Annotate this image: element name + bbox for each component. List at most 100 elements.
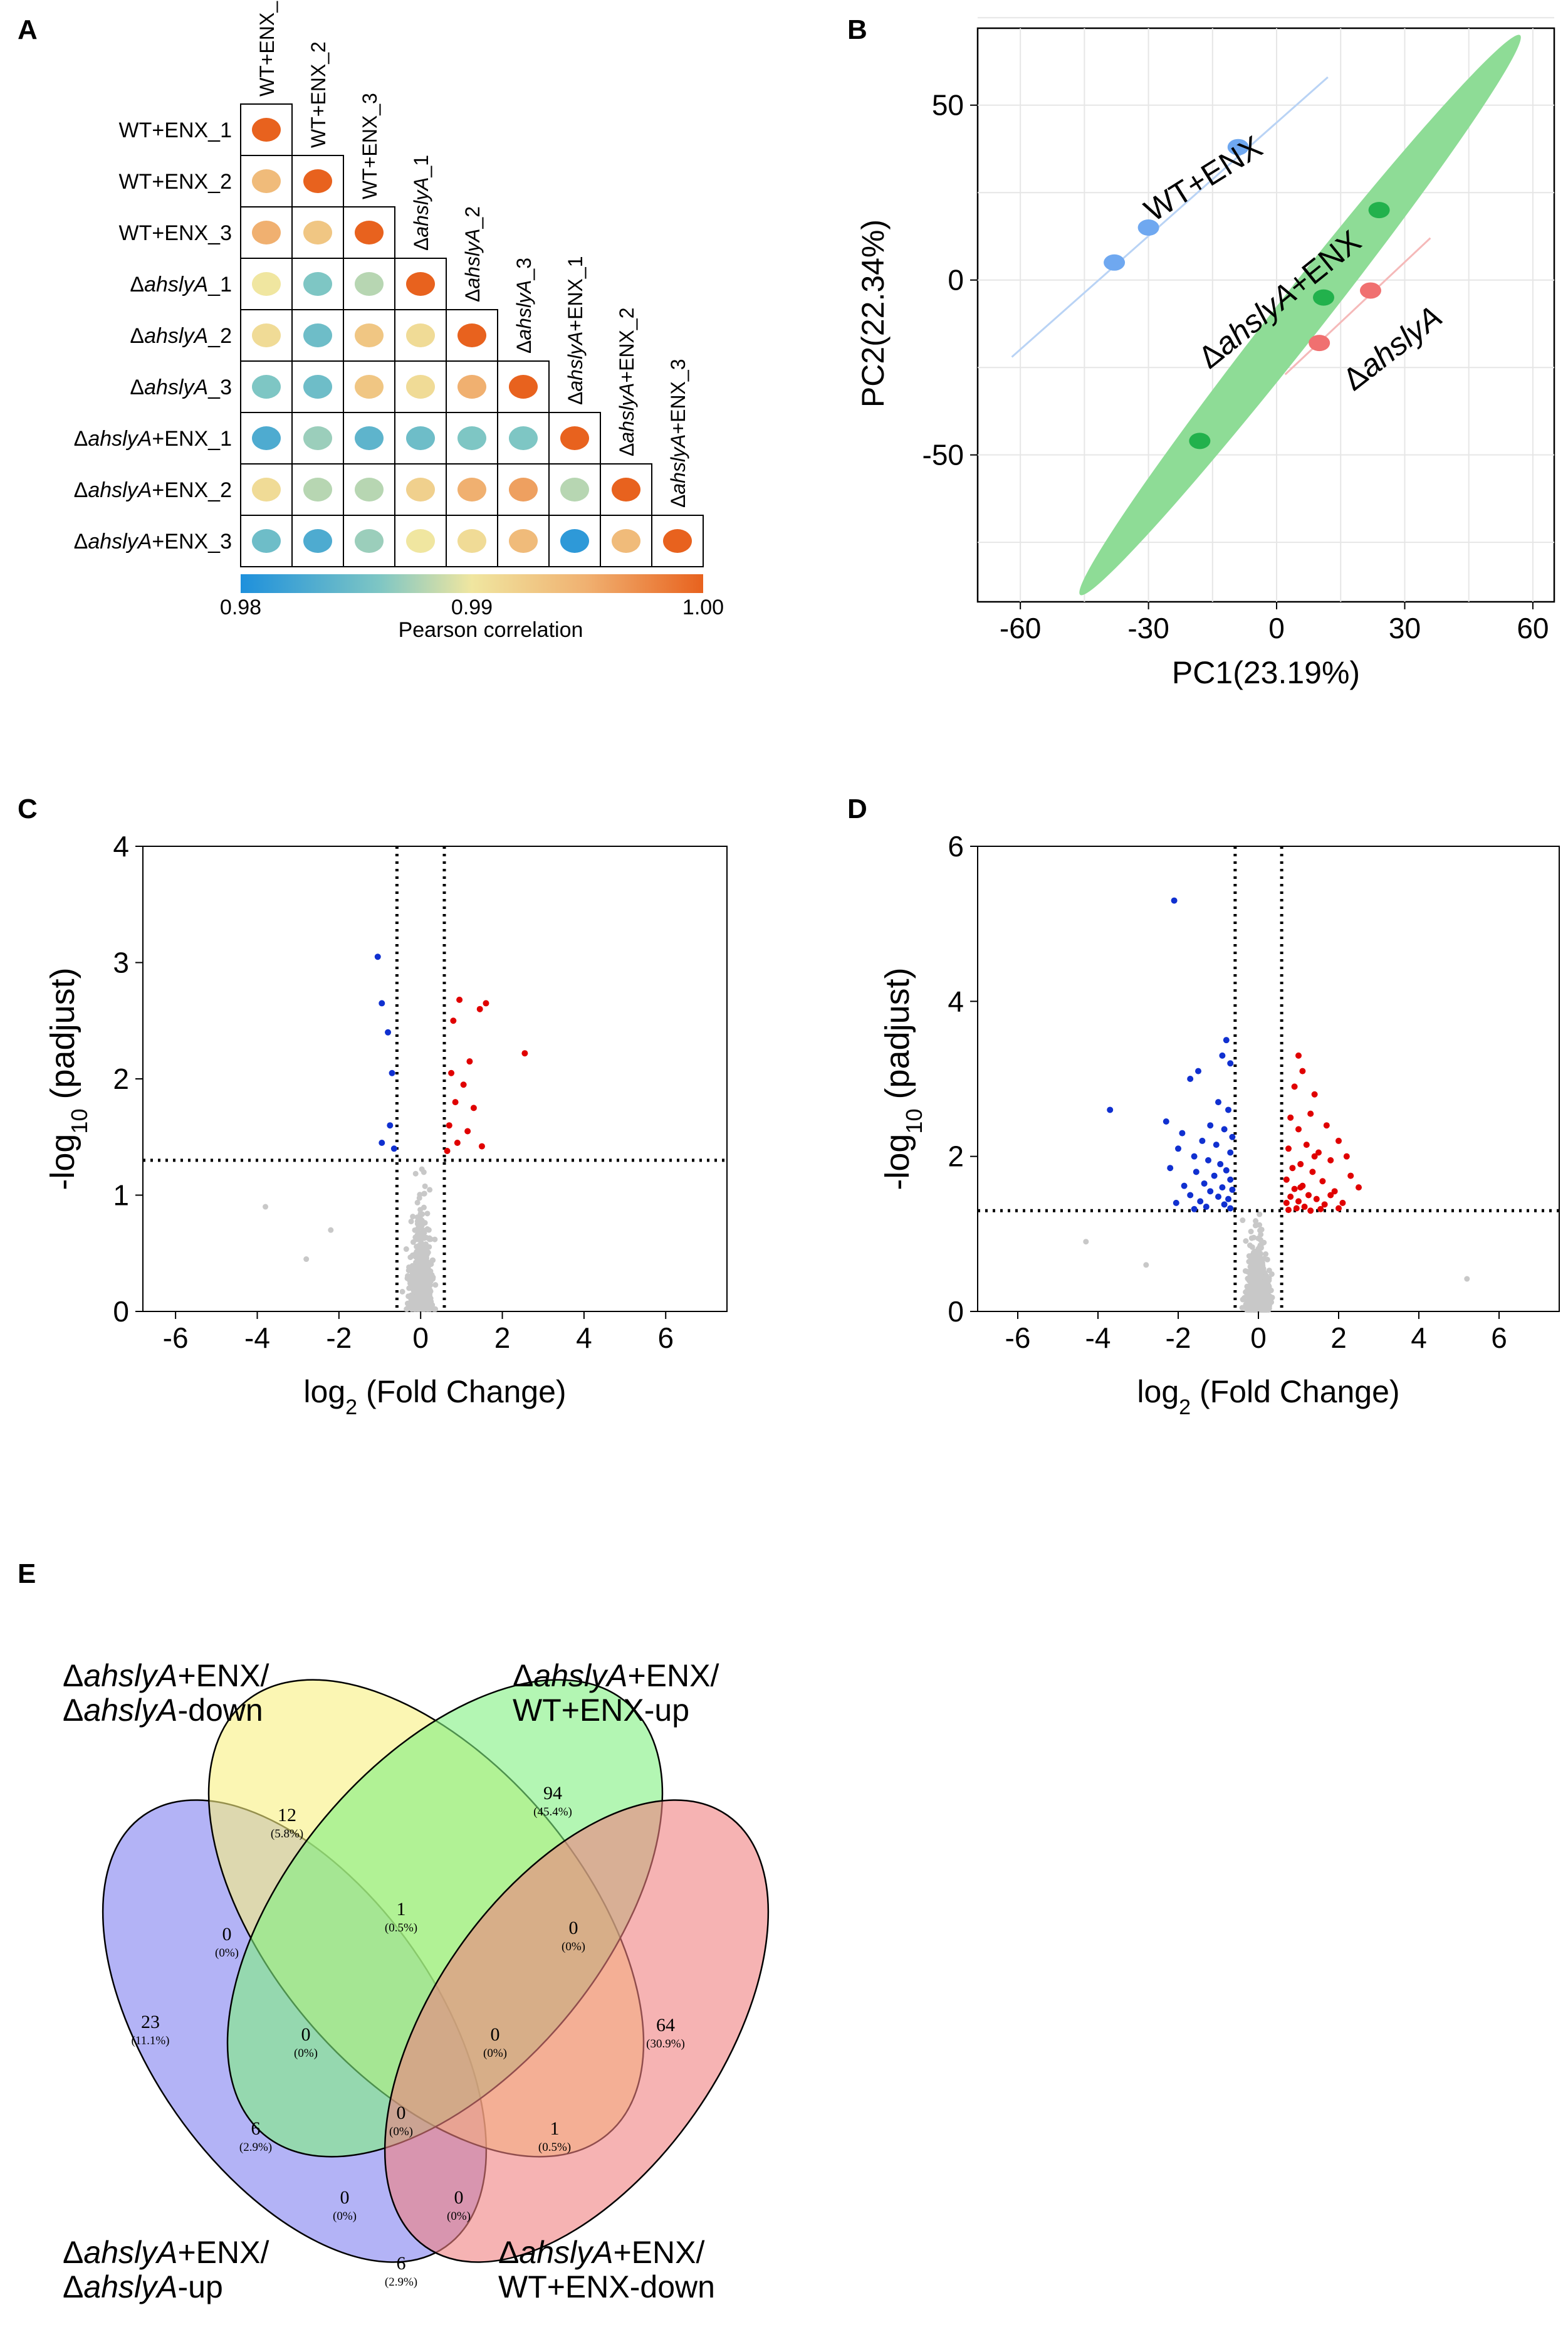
correlation-dot xyxy=(355,375,384,399)
row-label: WT+ENX_1 xyxy=(119,118,232,142)
ns-point xyxy=(1255,1266,1261,1272)
mutant-fit-line xyxy=(1284,237,1431,376)
venn-region-percent: (0%) xyxy=(447,2210,471,2223)
down-regulated-point xyxy=(1215,1193,1221,1200)
down-regulated-point xyxy=(1215,1099,1221,1106)
venn-region-percent: (30.9%) xyxy=(646,2037,685,2051)
up-regulated-point xyxy=(1356,1184,1362,1191)
x-tick-label: -4 xyxy=(244,1321,270,1354)
correlation-dot xyxy=(457,426,486,450)
venn-set-label-line2: ΔahslyA-down xyxy=(63,1693,263,1728)
correlation-dot xyxy=(509,375,538,399)
row-label: ΔahslyA_3 xyxy=(130,376,232,399)
correlation-dot xyxy=(252,272,281,296)
nonsignificant-points xyxy=(399,1166,439,1312)
ns-point xyxy=(1255,1235,1262,1241)
correlation-dot xyxy=(355,426,384,450)
venn-label-italic: ahslyA xyxy=(83,1658,177,1693)
ns-point xyxy=(303,1256,310,1263)
down-regulated-point xyxy=(1163,1118,1169,1125)
ns-point xyxy=(424,1298,431,1305)
x-tick-label: -4 xyxy=(1085,1321,1111,1354)
ns-point xyxy=(417,1207,424,1213)
y-axis-label: -log10 (padjust) xyxy=(879,967,927,1190)
ns-point xyxy=(421,1169,427,1175)
down-regulated-point xyxy=(1217,1161,1224,1168)
ns-point xyxy=(410,1300,416,1306)
venn-set-label-line1: ΔahslyA+ENX/ xyxy=(63,2235,269,2270)
x-axis-label-sub: 2 xyxy=(345,1395,357,1419)
ns-point xyxy=(1260,1269,1266,1275)
venn-region-count: 0 xyxy=(569,1918,578,1938)
ns-point xyxy=(414,1214,421,1221)
up-regulated-point xyxy=(1335,1205,1342,1212)
y-axis-label-rest: (padjust) xyxy=(44,967,81,1108)
up-regulated-point xyxy=(1327,1157,1334,1163)
correlation-dot xyxy=(252,221,281,244)
column-label-pre: WT+ENX_2 xyxy=(307,41,330,148)
panel-label-d: D xyxy=(847,794,867,824)
row-label-pre: WT+ENX_2 xyxy=(119,170,232,194)
up-regulated-point xyxy=(1283,1176,1290,1183)
correlation-dot xyxy=(252,169,281,193)
venn-label-pre: Δ xyxy=(513,1658,533,1693)
ns-point xyxy=(426,1227,432,1233)
venn-region-count: 1 xyxy=(397,1899,406,1920)
ns-point xyxy=(1268,1271,1275,1277)
venn-region-percent: (2.9%) xyxy=(239,2141,272,2154)
down-regulated-point xyxy=(1219,1052,1226,1059)
x-tick-label: 4 xyxy=(1411,1321,1427,1354)
correlation-dot xyxy=(303,529,332,553)
correlation-dot xyxy=(303,272,332,296)
row-label-italic: ahslyA xyxy=(144,273,208,297)
ns-point xyxy=(1244,1283,1250,1289)
up-regulated-point xyxy=(1297,1161,1304,1168)
up-regulated-point xyxy=(454,1140,461,1147)
venn-label-italic: ahslyA xyxy=(83,2269,177,2304)
ns-point xyxy=(1263,1306,1269,1313)
venn-region-percent: (0%) xyxy=(483,2047,507,2060)
y-tick-label: 1 xyxy=(113,1179,129,1212)
down-regulated-point xyxy=(389,1069,395,1076)
row-label-post: +ENX_1 xyxy=(152,427,232,451)
row-label: WT+ENX_2 xyxy=(119,170,232,194)
down-regulated-point xyxy=(1227,1176,1234,1183)
row-label: ΔahslyA+ENX_3 xyxy=(74,530,232,554)
venn-region-count: 0 xyxy=(491,2024,500,2045)
up-regulated-point xyxy=(483,1000,489,1007)
column-label-italic: ahslyA xyxy=(410,177,432,238)
ns-point xyxy=(1252,1305,1258,1311)
venn-diagram: ΔahslyA+ENX/ΔahslyA-downΔahslyA+ENX/WT+E… xyxy=(63,1658,770,2304)
venn-region-percent: (0%) xyxy=(215,1946,239,1960)
x-axis-label: log2 (Fold Change) xyxy=(1137,1374,1399,1419)
x-axis-label-rest: (Fold Change) xyxy=(357,1374,567,1409)
ns-point xyxy=(1253,1260,1259,1266)
down-regulated-point xyxy=(1207,1122,1214,1129)
down-regulated-point xyxy=(379,1000,385,1007)
up-regulated-point xyxy=(1291,1083,1298,1090)
column-label-pre: Δ xyxy=(564,392,587,405)
correlation-dot xyxy=(406,478,435,502)
y-tick-label: 0 xyxy=(113,1295,129,1328)
ns-point xyxy=(423,1244,429,1250)
ns-point xyxy=(427,1187,433,1193)
x-axis-label-rest: (Fold Change) xyxy=(1191,1374,1400,1409)
pca-plot: -60 -30 0 30 60500-50PC1(23.19%)PC2(22.34%)W… xyxy=(855,17,1555,690)
ns-point xyxy=(1242,1268,1248,1274)
plot-frame xyxy=(977,846,1560,1312)
x-axis-label-sub: 2 xyxy=(1179,1395,1191,1419)
venn-region-percent: (0%) xyxy=(333,2210,357,2223)
down-regulated-point xyxy=(1195,1068,1201,1074)
up-regulated-point xyxy=(446,1122,452,1129)
ns-point xyxy=(1266,1277,1272,1283)
ns-point xyxy=(418,1242,424,1249)
up-regulated-point xyxy=(1343,1153,1350,1160)
y-tick-label: 6 xyxy=(948,830,964,863)
up-regulated-point xyxy=(1295,1052,1302,1059)
pca-point xyxy=(1309,335,1330,352)
venn-region-percent: (2.9%) xyxy=(385,2276,417,2289)
venn-region-percent: (0%) xyxy=(562,1940,585,1953)
down-regulated-point xyxy=(1221,1126,1228,1133)
